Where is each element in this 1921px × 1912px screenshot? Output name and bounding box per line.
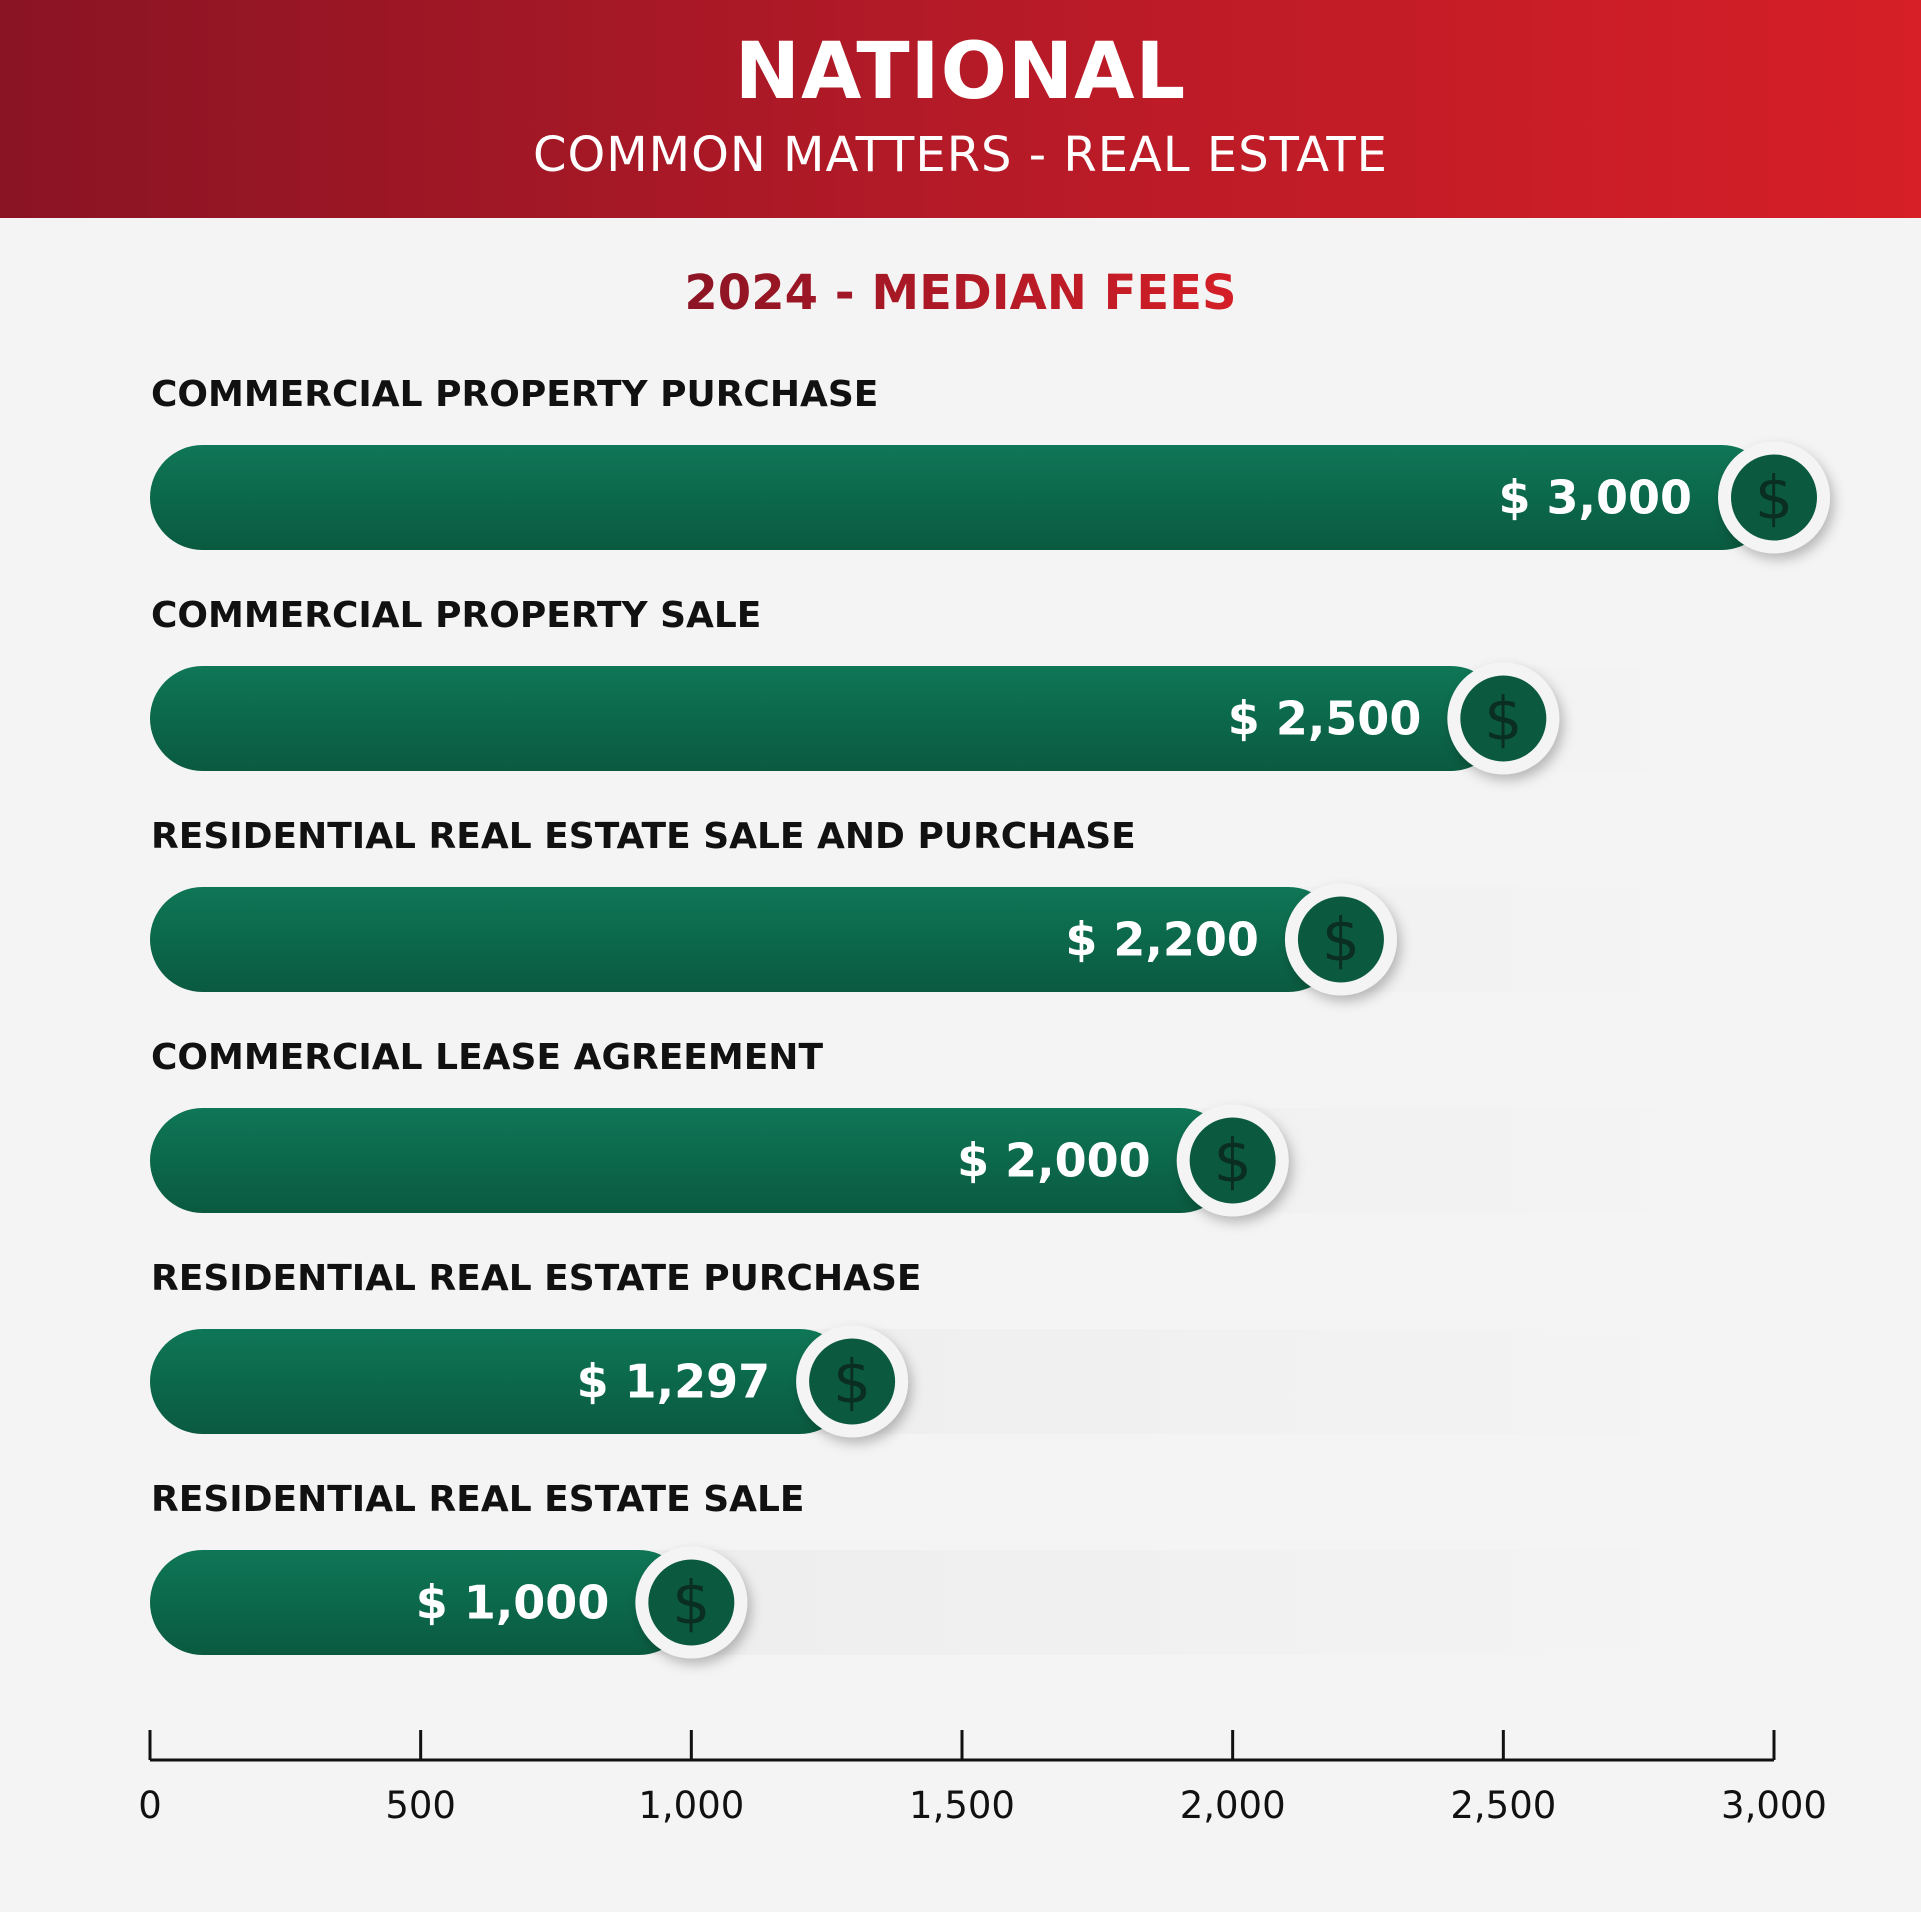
value-label: $ 1,297 [577,1355,771,1409]
x-tick-label: 1,000 [638,1784,744,1827]
category-label: COMMERCIAL PROPERTY SALE [151,595,761,636]
x-tick-label: 500 [385,1784,456,1827]
category-label: RESIDENTIAL REAL ESTATE SALE AND PURCHAS… [151,816,1136,857]
header-subtitle: COMMON MATTERS - REAL ESTATE [532,127,1389,183]
dollar-icon: $ [635,1546,748,1659]
x-tick-label: 3,000 [1721,1784,1827,1827]
bar-row: COMMERCIAL LEASE AGREEMENT $ $ 2,000 [150,1037,1774,1217]
bar [150,887,1341,992]
svg-text:$: $ [1484,685,1522,755]
x-tick-label: 1,500 [909,1784,1015,1827]
x-tick-label: 0 [138,1784,162,1827]
category-label: RESIDENTIAL REAL ESTATE SALE [151,1479,805,1520]
svg-text:$: $ [1322,906,1360,976]
dollar-icon: $ [1176,1104,1289,1217]
chart-title: 2024 - MEDIAN FEES [0,266,1921,320]
bar [150,445,1774,550]
x-tick-label: 2,000 [1180,1784,1286,1827]
dollar-icon: $ [796,1325,909,1438]
category-label: COMMERCIAL PROPERTY PURCHASE [151,374,878,415]
category-label: RESIDENTIAL REAL ESTATE PURCHASE [151,1258,921,1299]
bar-row: RESIDENTIAL REAL ESTATE SALE $ $ 1,000 [150,1479,1774,1659]
bar [150,1550,692,1655]
bar-row: COMMERCIAL PROPERTY SALE $ $ 2,500 [150,595,1774,775]
dollar-icon: $ [1718,441,1830,554]
svg-text:$: $ [672,1569,710,1639]
header-banner: NATIONAL COMMON MATTERS - REAL ESTATE [0,0,1921,218]
value-label: $ 3,000 [1498,471,1692,525]
category-label: COMMERCIAL LEASE AGREEMENT [151,1037,823,1078]
bar-row: RESIDENTIAL REAL ESTATE PURCHASE $ $ 1,297 [150,1258,1774,1438]
bar-row: COMMERCIAL PROPERTY PURCHASE $ $ 3,000 [150,374,1830,554]
value-label: $ 2,500 [1228,692,1422,746]
dollar-icon: $ [1447,662,1560,775]
svg-text:$: $ [1755,464,1793,534]
header-title: NATIONAL [734,27,1187,117]
dollar-icon: $ [1284,883,1397,996]
bar [150,1108,1233,1213]
bar-row: RESIDENTIAL REAL ESTATE SALE AND PURCHAS… [150,816,1774,996]
value-label: $ 2,000 [957,1134,1151,1188]
x-tick-label: 2,500 [1450,1784,1556,1827]
svg-text:$: $ [1214,1127,1252,1197]
value-label: $ 1,000 [416,1576,610,1630]
svg-text:$: $ [833,1348,871,1418]
value-label: $ 2,200 [1065,913,1259,967]
bar [150,666,1504,771]
bar [150,1329,853,1434]
